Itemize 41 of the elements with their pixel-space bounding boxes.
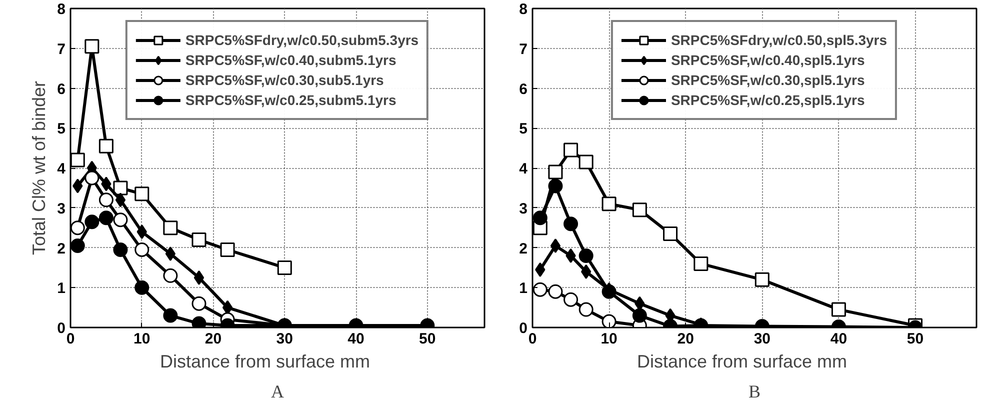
legend-label: SRPC5%SF,w/c0.25,spl5.1yrs xyxy=(670,91,865,109)
x-tick-label: 20 xyxy=(677,330,694,348)
y-tick-label: 8 xyxy=(57,1,66,18)
y-tick-label: 4 xyxy=(519,160,528,178)
x-tick-label: 20 xyxy=(204,330,222,348)
legend-label: SRPC5%SF,w/c0.30,spl5.1yrs xyxy=(670,71,865,89)
x-tick-label: 10 xyxy=(134,330,150,348)
text: B xyxy=(748,382,761,402)
x-tick-label: 40 xyxy=(348,330,364,348)
y-axis-title: Total Cl% wt of binder xyxy=(29,80,50,256)
legend-label: SRPC5%SF,w/c0.40,spl5.1yrs xyxy=(670,51,865,69)
y-tick-label: 3 xyxy=(519,200,528,218)
x-tick-label: 50 xyxy=(906,330,924,348)
y-tick-label: 1 xyxy=(519,280,528,298)
y-tick-label: 7 xyxy=(57,40,66,58)
y-tick-label: 7 xyxy=(519,40,528,58)
x-tick-label: 10 xyxy=(600,330,618,348)
y-tick-label: 1 xyxy=(57,280,66,298)
x-axis-title: Distance from surface mm xyxy=(160,352,370,372)
text: A xyxy=(271,382,284,402)
x-tick-label: 30 xyxy=(276,330,293,348)
y-tick-label: 4 xyxy=(57,160,66,178)
y-tick-label: 0 xyxy=(57,320,66,337)
x-tick-label: 30 xyxy=(754,330,770,348)
y-tick-label: 3 xyxy=(57,200,66,218)
y-tick-label: 0 xyxy=(519,320,528,337)
legend-label: SRPC5%SF,w/c0.30,sub5.1yrs xyxy=(185,71,384,89)
legend-label: SRPC5%SFdry,w/c0.50,spl5.3yrs xyxy=(670,31,888,49)
y-tick-label: 6 xyxy=(519,80,528,98)
y-tick-label: 2 xyxy=(57,240,66,258)
y-tick-label: 5 xyxy=(519,120,528,138)
x-axis-title: Distance from surface mm xyxy=(636,352,848,372)
y-tick-label: 6 xyxy=(57,80,66,98)
legend-label: SRPC5%SF,w/c0.40,subm5.1yrs xyxy=(185,51,396,69)
legend-label: SRPC5%SFdry,w/c0.50,subm5.3yrs xyxy=(185,31,419,49)
x-tick-label: 50 xyxy=(419,330,436,348)
y-tick-label: 8 xyxy=(519,1,528,18)
y-tick-label: 2 xyxy=(519,240,528,258)
legend-label: SRPC5%SF,w/c0.25,subm5.1yrs xyxy=(185,91,396,109)
y-tick-label: 5 xyxy=(57,120,66,138)
x-tick-label: 40 xyxy=(830,330,848,348)
